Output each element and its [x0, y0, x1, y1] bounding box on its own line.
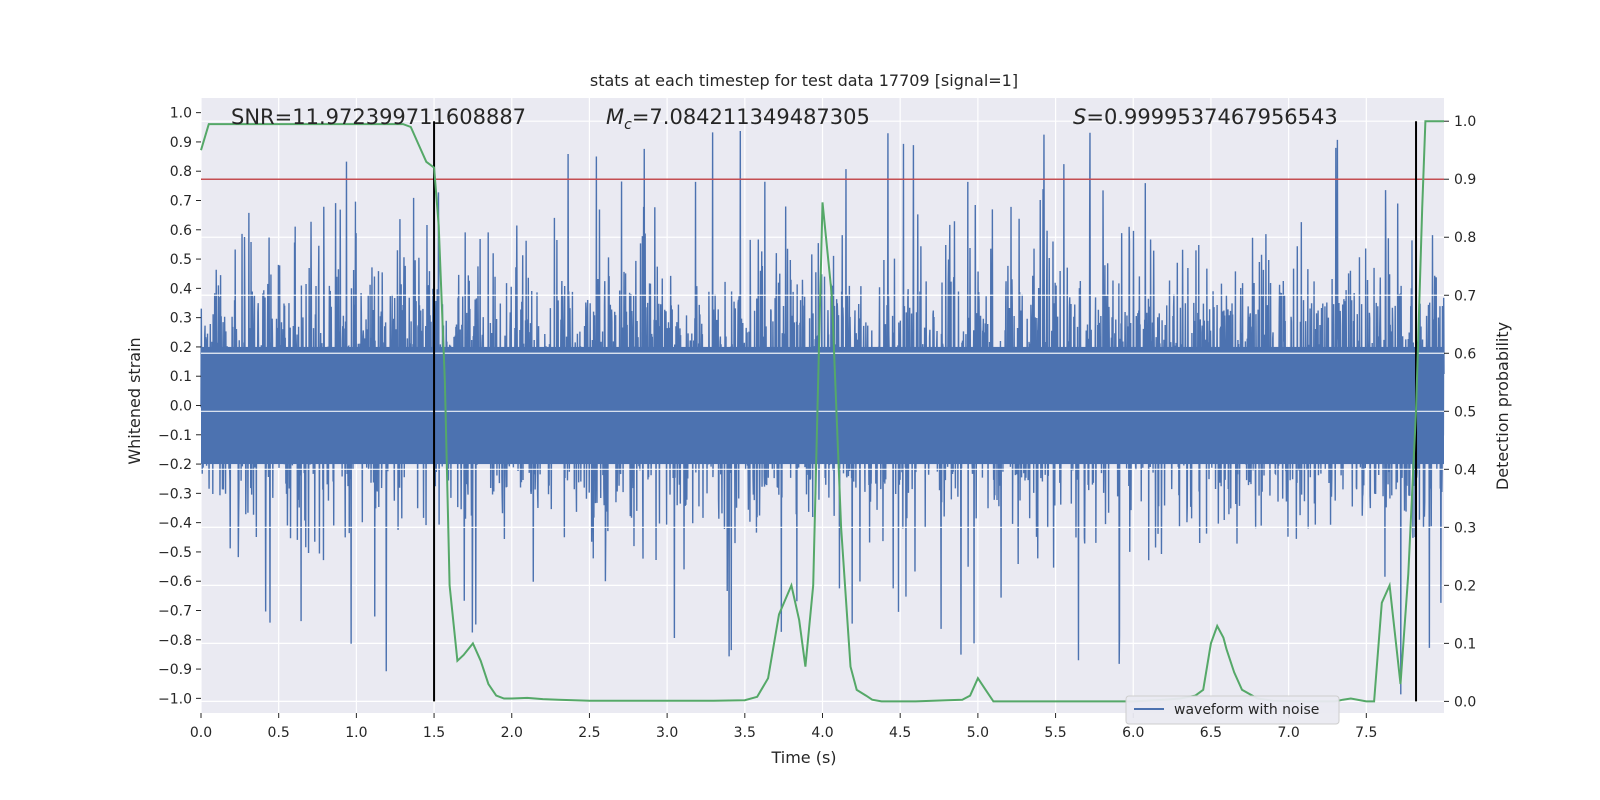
legend-box — [1125, 695, 1340, 725]
x-tick-label: 0.5 — [268, 725, 290, 741]
snr-annotation: SNR=11.972399711608887 — [231, 105, 526, 129]
y-tick-label: 0.4 — [170, 281, 192, 297]
waveform-series — [200, 131, 1445, 695]
y-tick-label: 0.5 — [170, 252, 192, 268]
y-tick-label: 0.7 — [170, 194, 192, 210]
y-tick-label: −0.4 — [158, 516, 192, 532]
x-tick-label: 6.0 — [1122, 725, 1144, 741]
y2-tick-label: 0.0 — [1454, 694, 1476, 710]
y-tick-label: −1.0 — [158, 691, 192, 707]
y-tick-label: −0.8 — [158, 633, 192, 649]
y2-axis-ticks: 1.0 0.9 0.8 0.7 0.6 0.5 0.4 0.3 0.2 0.1 0.0 — [1444, 114, 1476, 710]
y-tick-label: −0.5 — [158, 545, 192, 561]
y2-tick-label: 0.9 — [1454, 172, 1476, 188]
s-score-value: =0.9999537467956543 — [1086, 105, 1337, 129]
y-tick-label: −0.3 — [158, 486, 192, 502]
y2-tick-label: 1.0 — [1454, 114, 1476, 130]
x-axis-ticks: 0.0 0.5 1.0 1.5 2.0 2.5 3.0 3.5 4.0 4.5 5.0 5.5 6.0 6… — [190, 713, 1377, 741]
chart-title: stats at each timestep for test data 177… — [590, 71, 1018, 90]
y-axis-label: Whitened strain — [125, 337, 144, 464]
legend-label: waveform with noise — [1174, 702, 1319, 718]
y-tick-label: 0.0 — [170, 399, 192, 415]
y-tick-label: −0.2 — [158, 457, 192, 473]
y2-tick-label: 0.3 — [1454, 520, 1476, 536]
y-tick-label: 0.6 — [170, 223, 192, 239]
x-tick-label: 3.0 — [656, 725, 678, 741]
x-tick-label: 1.5 — [423, 725, 445, 741]
s-score-annotation: S=0.9999537467956543 — [1073, 105, 1338, 129]
y2-tick-label: 0.6 — [1454, 346, 1476, 362]
legend: waveform with noise — [1125, 695, 1340, 725]
y2-tick-label: 0.5 — [1454, 404, 1476, 420]
y-tick-label: 0.1 — [170, 369, 192, 385]
y-tick-label: −0.7 — [158, 604, 192, 620]
y-tick-label: −0.6 — [158, 574, 192, 590]
y-tick-label: −0.1 — [158, 428, 192, 444]
chirp-mass-annotation: Mc=7.084211349487305 — [606, 105, 870, 133]
x-tick-label: 5.0 — [967, 725, 989, 741]
x-tick-label: 5.5 — [1044, 725, 1066, 741]
y-axis-ticks: 1.0 0.9 0.8 0.7 0.6 0.5 0.4 0.3 0.2 0.1 0.0 −0.1 −0.… — [158, 106, 201, 707]
x-tick-label: 7.5 — [1355, 725, 1377, 741]
x-tick-label: 6.5 — [1200, 725, 1222, 741]
x-tick-label: 7.0 — [1277, 725, 1299, 741]
y-tick-label: 0.8 — [170, 164, 192, 180]
chirp-mass-symbol: M — [606, 105, 624, 129]
y2-axis-label: Detection probability — [1493, 322, 1512, 490]
x-tick-label: 4.5 — [889, 725, 911, 741]
y-tick-label: 0.3 — [170, 311, 192, 327]
x-tick-label: 2.0 — [501, 725, 523, 741]
x-tick-label: 2.5 — [578, 725, 600, 741]
x-axis-label: Time (s) — [770, 748, 836, 767]
y2-tick-label: 0.2 — [1454, 578, 1476, 594]
y2-tick-label: 0.1 — [1454, 636, 1476, 652]
s-score-symbol: S — [1073, 105, 1086, 129]
x-tick-label: 4.0 — [811, 725, 833, 741]
y-tick-label: −0.9 — [158, 662, 192, 678]
x-tick-label: 1.0 — [345, 725, 367, 741]
y2-tick-label: 0.8 — [1454, 230, 1476, 246]
y-tick-label: 0.9 — [170, 135, 192, 151]
chirp-mass-value: =7.084211349487305 — [632, 105, 870, 129]
chirp-mass-subscript: c — [624, 117, 632, 133]
x-tick-label: 3.5 — [734, 725, 756, 741]
waveform-core — [201, 346, 1444, 465]
y2-tick-label: 0.4 — [1454, 462, 1476, 478]
y2-tick-label: 0.7 — [1454, 288, 1476, 304]
y-tick-label: 1.0 — [170, 106, 192, 122]
x-tick-label: 0.0 — [190, 725, 212, 741]
y-tick-label: 0.2 — [170, 340, 192, 356]
